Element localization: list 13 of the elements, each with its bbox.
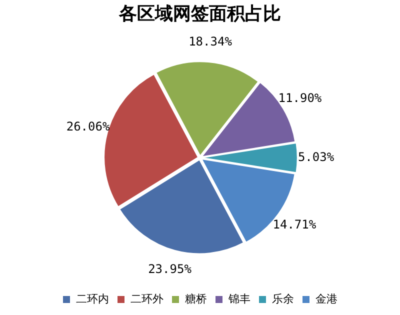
- legend-label: 糖桥: [185, 292, 207, 306]
- legend-label: 二环外: [130, 292, 164, 306]
- legend-label: 二环内: [76, 292, 109, 306]
- legend-label: 金港: [316, 292, 338, 306]
- legend-label: 锦丰: [228, 292, 250, 306]
- data-label: 11.90%: [278, 91, 322, 106]
- data-label: 5.03%: [298, 150, 335, 164]
- legend-label: 乐余: [272, 292, 294, 306]
- data-label: 23.95%: [148, 262, 192, 276]
- data-label: 14.71%: [272, 217, 317, 232]
- data-label: 26.06%: [66, 120, 110, 134]
- data-label: 18.34%: [188, 34, 233, 48]
- chart-title: 各区域网签面积占比: [118, 3, 281, 24]
